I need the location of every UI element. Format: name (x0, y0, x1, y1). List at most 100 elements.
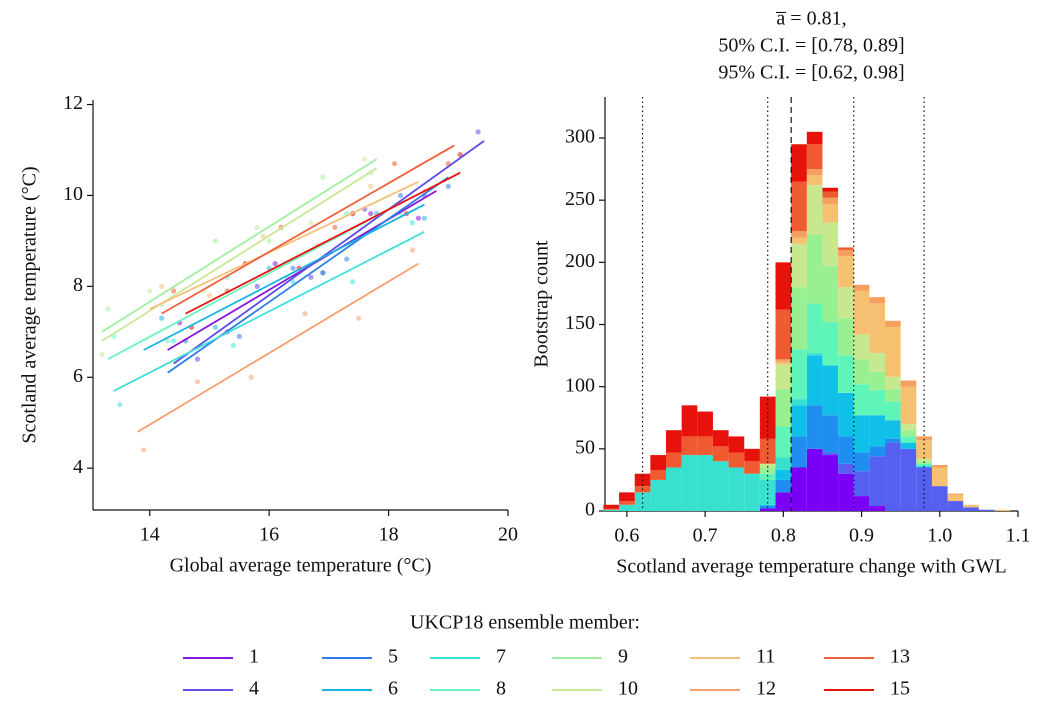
histogram-bar (885, 401, 901, 421)
histogram-bar (759, 504, 776, 507)
histogram-bar (791, 231, 807, 238)
histogram-bar (838, 463, 854, 474)
legend-label: 8 (496, 678, 506, 700)
histogram-bar (822, 197, 839, 204)
scatter-point (254, 283, 260, 289)
histogram-bar (838, 355, 854, 393)
fit-line (173, 140, 485, 365)
y-tick-label: 6 (73, 365, 83, 387)
histogram-bar (791, 287, 807, 350)
legend-label: 6 (388, 678, 398, 700)
fit-line (143, 203, 425, 351)
histogram-bar (744, 448, 760, 462)
y-tick-label: 200 (565, 250, 595, 272)
histogram-bar (806, 144, 823, 170)
scatter-point (308, 274, 314, 280)
scatter-point (320, 270, 326, 276)
histogram-bar (838, 249, 854, 257)
histogram-bar (885, 327, 901, 377)
histogram-bar (853, 334, 870, 360)
histogram-bar (666, 430, 682, 453)
histogram-bar (869, 446, 886, 457)
histogram-bar (900, 423, 917, 431)
histogram-bar (712, 430, 729, 447)
histogram-bar (869, 506, 886, 511)
histogram-bar (838, 247, 854, 250)
scatter-point (415, 215, 422, 221)
x-tick-label: 18 (379, 524, 399, 546)
fit-line (185, 171, 461, 315)
x-tick-label: 14 (140, 524, 160, 546)
histogram-bar (931, 467, 948, 487)
histogram-bar (994, 509, 1011, 511)
histogram-bar (806, 303, 823, 354)
histogram-bar (853, 284, 870, 291)
histogram-bar (869, 390, 886, 416)
histogram-bar (822, 266, 839, 323)
legend-label: 5 (388, 646, 398, 668)
histogram-bar (869, 353, 886, 372)
x-tick-label: 0.9 (849, 525, 874, 547)
y-tick-label: 150 (565, 312, 595, 334)
scatter-point (445, 183, 451, 189)
y-tick-label: 100 (565, 374, 595, 396)
scatter-point (206, 292, 213, 299)
histogram-bar (775, 426, 792, 458)
histogram-bar (634, 492, 651, 511)
histogram-bar (744, 461, 760, 474)
histogram-bar (775, 457, 792, 470)
y-tick-label: 8 (73, 274, 83, 296)
histogram-bar (806, 353, 823, 356)
histogram-bar (650, 455, 667, 470)
scatter-point (362, 156, 368, 162)
histogram-bar (681, 405, 698, 437)
histogram-bar (822, 187, 839, 192)
histogram-bar (806, 175, 823, 186)
histogram-bar (853, 359, 870, 385)
histogram-bar (806, 448, 823, 511)
histogram-bar (650, 479, 667, 511)
x-tick-label: 0.7 (693, 525, 718, 547)
scatter-point (302, 311, 308, 317)
histogram-bar (853, 384, 870, 416)
histogram-bar (791, 467, 807, 511)
histogram-bar (916, 436, 932, 441)
histogram-bar (666, 452, 682, 468)
scatter-point (290, 265, 296, 271)
scatter-point (397, 192, 404, 199)
scatter-point (272, 261, 278, 267)
scatter-point (320, 174, 326, 180)
histogram-bar (853, 496, 870, 511)
legend-label: 15 (890, 678, 910, 700)
histogram-bar (931, 486, 948, 511)
histogram-bar (603, 508, 620, 510)
histogram-bar (838, 287, 854, 319)
histogram-bar (791, 144, 807, 182)
histogram-bar (900, 380, 917, 387)
scatter-point (212, 238, 219, 244)
fit-line (161, 144, 455, 315)
scatter-point (368, 211, 374, 217)
x-axis-label: Scotland average temperature change with… (616, 556, 1006, 578)
y-tick-label: 300 (565, 126, 595, 148)
y-tick-label: 10 (63, 183, 83, 205)
histogram-bar (822, 365, 839, 416)
fit-line (113, 231, 425, 392)
scatter-point (159, 283, 165, 289)
histogram-bar (728, 467, 745, 511)
scatter-point (171, 288, 177, 294)
histogram-bar (775, 309, 792, 360)
histogram-bar (791, 349, 807, 400)
legend-label: 12 (756, 678, 776, 700)
histogram-bar (963, 504, 979, 508)
histogram-bar (775, 262, 792, 310)
histogram-bar (822, 415, 839, 453)
histogram-bar (603, 509, 620, 511)
histogram-bar (759, 479, 776, 505)
histogram-bar (728, 436, 745, 453)
y-tick-label: 50 (575, 436, 595, 458)
histogram-bar (916, 463, 932, 467)
scatter-point (475, 129, 481, 135)
histogram-bar (775, 479, 792, 493)
histogram-bar (775, 469, 792, 480)
